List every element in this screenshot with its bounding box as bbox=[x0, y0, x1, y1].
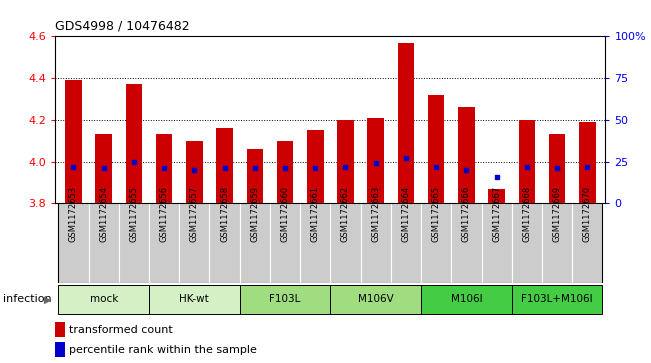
Bar bbox=[55, 342, 65, 357]
Bar bbox=[572, 203, 602, 283]
Bar bbox=[118, 203, 149, 283]
Bar bbox=[367, 118, 384, 203]
Text: GSM1172656: GSM1172656 bbox=[159, 185, 169, 242]
Bar bbox=[240, 203, 270, 283]
Bar bbox=[398, 42, 414, 203]
Bar bbox=[126, 84, 142, 203]
Bar bbox=[421, 203, 451, 283]
Bar bbox=[307, 130, 324, 203]
Bar bbox=[361, 203, 391, 283]
Bar bbox=[512, 285, 602, 314]
Bar bbox=[59, 203, 89, 283]
Text: GSM1172658: GSM1172658 bbox=[220, 185, 229, 242]
Bar bbox=[210, 203, 240, 283]
Text: infection: infection bbox=[3, 294, 52, 305]
Text: HK-wt: HK-wt bbox=[180, 294, 209, 305]
Bar bbox=[89, 203, 118, 283]
Bar bbox=[55, 322, 65, 338]
Bar bbox=[156, 134, 173, 203]
Bar bbox=[330, 285, 421, 314]
Bar bbox=[179, 203, 210, 283]
Text: percentile rank within the sample: percentile rank within the sample bbox=[69, 345, 257, 355]
Bar bbox=[488, 189, 505, 203]
Bar bbox=[482, 203, 512, 283]
Bar bbox=[519, 120, 535, 203]
Text: GSM1172665: GSM1172665 bbox=[432, 185, 441, 242]
Text: GSM1172664: GSM1172664 bbox=[402, 185, 410, 242]
Text: GSM1172668: GSM1172668 bbox=[522, 185, 531, 242]
Bar bbox=[451, 203, 482, 283]
Bar bbox=[59, 285, 149, 314]
Bar bbox=[542, 203, 572, 283]
Bar bbox=[300, 203, 330, 283]
Text: GSM1172669: GSM1172669 bbox=[553, 185, 562, 242]
Bar bbox=[96, 134, 112, 203]
Bar bbox=[65, 80, 82, 203]
Text: M106I: M106I bbox=[450, 294, 482, 305]
Text: GSM1172655: GSM1172655 bbox=[130, 185, 139, 242]
Bar bbox=[391, 203, 421, 283]
Bar bbox=[428, 95, 445, 203]
Bar bbox=[270, 203, 300, 283]
Bar bbox=[512, 203, 542, 283]
Text: GSM1172661: GSM1172661 bbox=[311, 185, 320, 242]
Bar bbox=[458, 107, 475, 203]
Text: M106V: M106V bbox=[358, 294, 394, 305]
Bar bbox=[149, 285, 240, 314]
Text: GSM1172653: GSM1172653 bbox=[69, 185, 78, 242]
Text: GSM1172657: GSM1172657 bbox=[190, 185, 199, 242]
Bar bbox=[579, 122, 596, 203]
Text: GSM1172670: GSM1172670 bbox=[583, 185, 592, 242]
Bar bbox=[421, 285, 512, 314]
Bar bbox=[337, 120, 353, 203]
Bar bbox=[330, 203, 361, 283]
Text: mock: mock bbox=[89, 294, 118, 305]
Text: GSM1172663: GSM1172663 bbox=[371, 185, 380, 242]
Text: GSM1172667: GSM1172667 bbox=[492, 185, 501, 242]
Text: GDS4998 / 10476482: GDS4998 / 10476482 bbox=[55, 20, 190, 33]
Text: GSM1172659: GSM1172659 bbox=[251, 185, 259, 242]
Bar bbox=[186, 140, 202, 203]
Bar bbox=[149, 203, 179, 283]
Bar bbox=[240, 285, 330, 314]
Text: GSM1172654: GSM1172654 bbox=[99, 185, 108, 242]
Text: GSM1172666: GSM1172666 bbox=[462, 185, 471, 242]
Text: GSM1172662: GSM1172662 bbox=[341, 185, 350, 242]
Text: F103L+M106I: F103L+M106I bbox=[521, 294, 593, 305]
Text: transformed count: transformed count bbox=[69, 325, 173, 335]
Text: F103L: F103L bbox=[270, 294, 301, 305]
Bar bbox=[216, 128, 233, 203]
Bar bbox=[277, 140, 294, 203]
Text: ▶: ▶ bbox=[44, 294, 52, 305]
Bar bbox=[549, 134, 565, 203]
Bar bbox=[247, 149, 263, 203]
Text: GSM1172660: GSM1172660 bbox=[281, 185, 290, 242]
